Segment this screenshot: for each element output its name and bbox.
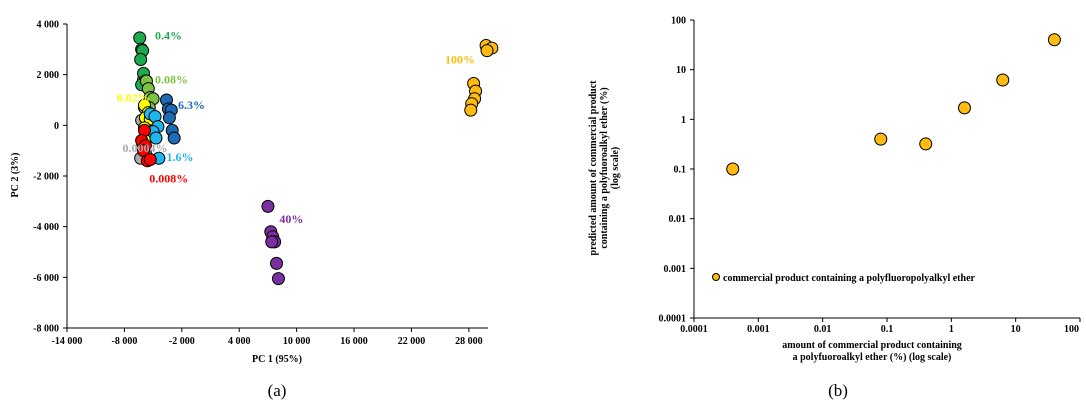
prediction-y-tick-label: 0.001 bbox=[664, 264, 687, 275]
cluster-label-0-0004: 0.0004% bbox=[122, 141, 167, 155]
point-40 bbox=[265, 235, 279, 249]
prediction-y-tick-label: 10 bbox=[676, 65, 686, 76]
cluster-label-1-6: 1.6% bbox=[167, 150, 194, 164]
point-0-4 bbox=[134, 52, 148, 66]
prediction-point bbox=[874, 132, 888, 146]
pca-y-tick-label: 4 000 bbox=[37, 20, 60, 31]
prediction-log-scatter-chart: 0.0001 0.001 0.01 0.1 1 10 100 1001010.10.010.… bbox=[588, 16, 1081, 400]
cluster-label-0-08: 0.08% bbox=[155, 73, 188, 87]
pca-y-tick-label: -2 000 bbox=[33, 172, 59, 183]
cluster-label-40: 40% bbox=[279, 212, 303, 226]
prediction-x-axis-title-line1: amount of commercial product containing bbox=[782, 340, 962, 351]
prediction-data-points bbox=[726, 33, 1061, 176]
pca-x-axis-title: PC 1 (95%) bbox=[252, 354, 302, 365]
prediction-point bbox=[996, 73, 1010, 87]
prediction-x-tick-labels: 0.0001 0.001 0.01 0.1 1 10 100 bbox=[680, 324, 1079, 335]
pca-x-tick-label: 22 000 bbox=[398, 336, 426, 347]
point-40 bbox=[270, 256, 284, 270]
prediction-x-tick-label: 0.0001 bbox=[680, 324, 708, 335]
prediction-point bbox=[726, 162, 740, 176]
pca-y-tick-label: 0 bbox=[54, 121, 59, 132]
pca-y-tick-labels: 4 000 2 000 0 -2 000 -4 000 -6 000 -8 000 bbox=[33, 20, 59, 335]
pca-scatter-chart: -14 000 -8 000 -2 000 4 000 10 000 16 000 22 0… bbox=[10, 20, 499, 400]
prediction-point bbox=[1047, 33, 1061, 47]
prediction-y-axis-title-line1: predicted amount of commercial product bbox=[588, 80, 599, 256]
pca-axes bbox=[63, 23, 488, 332]
cluster-label-6-3: 6.3% bbox=[178, 98, 205, 112]
prediction-y-tick-label: 100 bbox=[671, 16, 686, 27]
cluster-label-100: 100% bbox=[445, 52, 475, 66]
prediction-axes bbox=[690, 19, 1081, 322]
prediction-x-tick-label: 0.1 bbox=[881, 324, 894, 335]
prediction-y-tick-label: 0.0001 bbox=[659, 314, 687, 325]
point-1-6 bbox=[149, 131, 163, 145]
prediction-x-tick-label: 100 bbox=[1064, 324, 1079, 335]
pca-x-tick-label: 4 000 bbox=[228, 336, 251, 347]
point-0-4 bbox=[133, 31, 147, 45]
prediction-x-tick-label: 10 bbox=[1011, 324, 1021, 335]
prediction-y-tick-label: 1 bbox=[681, 115, 686, 126]
pca-cluster-labels: 0.0004% 0.4% 0.08% 0.02% 6.3% 1.6% 0.008% 40% 10… bbox=[117, 28, 475, 226]
pca-x-tick-label: -2 000 bbox=[169, 336, 195, 347]
panel-a-label: (a) bbox=[268, 381, 287, 400]
pca-x-tick-label: 28 000 bbox=[455, 336, 483, 347]
point-100 bbox=[480, 44, 494, 58]
prediction-y-axis-title-line3: (log scale) bbox=[610, 147, 621, 190]
pca-x-tick-label: 16 000 bbox=[340, 336, 368, 347]
prediction-legend: commercial product containing a polyfluo… bbox=[712, 273, 976, 284]
prediction-x-tick-label: 1 bbox=[949, 324, 954, 335]
prediction-y-tick-label: 0.01 bbox=[669, 214, 687, 225]
panel-b-label: (b) bbox=[828, 381, 848, 400]
point-40 bbox=[261, 199, 275, 213]
cluster-label-0-008: 0.008% bbox=[149, 172, 188, 186]
pca-x-tick-label: 10 000 bbox=[283, 336, 311, 347]
prediction-x-axis-title-line2: a polyfuoroalkyl ether (%) (log scale) bbox=[793, 352, 952, 363]
pca-x-tick-labels: -14 000 -8 000 -2 000 4 000 10 000 16 000 22 0… bbox=[52, 336, 483, 347]
legend-label: commercial product containing a polyfluo… bbox=[723, 273, 976, 284]
point-0-008 bbox=[143, 153, 157, 167]
pca-y-axis-title: PC 2 (3%) bbox=[10, 153, 21, 198]
prediction-y-tick-label: 0.1 bbox=[674, 165, 687, 176]
pca-y-tick-label: -8 000 bbox=[33, 324, 59, 335]
prediction-point bbox=[919, 137, 933, 151]
prediction-y-tick-labels: 100 10 1 0.1 0.01 0.001 0.0001 bbox=[659, 16, 687, 325]
prediction-x-tick-label: 0.01 bbox=[814, 324, 832, 335]
pca-data-points bbox=[133, 31, 499, 286]
cluster-label-0-4: 0.4% bbox=[155, 28, 182, 42]
point-6-3 bbox=[162, 111, 176, 125]
legend-marker bbox=[712, 273, 720, 281]
pca-x-tick-label: -8 000 bbox=[111, 336, 137, 347]
prediction-point bbox=[957, 101, 971, 115]
cluster-label-0-02: 0.02% bbox=[117, 90, 150, 104]
pca-y-tick-label: -6 000 bbox=[33, 273, 59, 284]
pca-x-tick-label: -14 000 bbox=[52, 336, 83, 347]
prediction-y-axis-title-line2: containing a polyfuoroalkyl ether (%) bbox=[599, 87, 610, 248]
point-40 bbox=[271, 272, 285, 286]
point-100 bbox=[464, 103, 478, 117]
point-6-3 bbox=[167, 131, 181, 145]
prediction-x-tick-label: 0.001 bbox=[747, 324, 770, 335]
pca-y-tick-label: 2 000 bbox=[37, 70, 60, 81]
pca-y-tick-label: -4 000 bbox=[33, 222, 59, 233]
